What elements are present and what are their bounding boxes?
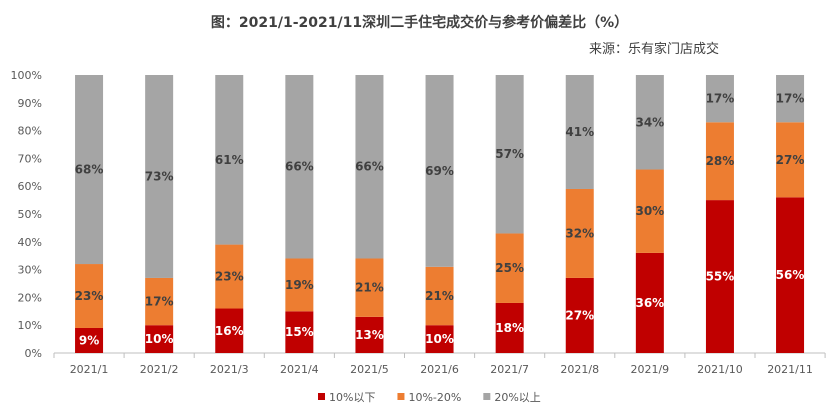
y-tick-label: 100%	[11, 69, 42, 82]
data-label: 61%	[215, 153, 244, 167]
bar-segment-3	[495, 75, 524, 234]
bar-segment-3	[285, 75, 314, 259]
bar-segment-3	[425, 75, 454, 267]
data-label: 66%	[355, 160, 384, 174]
bar-segment-1	[285, 311, 314, 353]
bar-segment-1	[145, 325, 174, 353]
data-label: 27%	[776, 153, 805, 167]
data-label: 13%	[355, 328, 384, 342]
bar-segment-1	[776, 197, 805, 353]
data-label: 17%	[776, 92, 805, 106]
bar-segment-2	[776, 122, 805, 198]
bar-segment-2	[75, 264, 104, 328]
chart-source: 来源：乐有家门店成交	[588, 42, 719, 57]
data-label: 17%	[706, 92, 735, 106]
data-label: 55%	[706, 270, 735, 284]
bar-segment-1	[425, 325, 454, 353]
data-label: 32%	[565, 226, 594, 240]
legend-label: 20%以上	[494, 391, 540, 404]
bar-segment-2	[425, 266, 454, 326]
bar-segment-1	[75, 327, 104, 353]
bar-segment-1	[705, 200, 734, 353]
x-tick-label: 2021/7	[490, 363, 529, 376]
bar-segment-1	[215, 308, 244, 353]
y-tick-label: 90%	[18, 97, 42, 110]
data-label: 17%	[145, 295, 174, 309]
bar-segment-2	[565, 188, 594, 278]
bar-segment-2	[705, 122, 734, 201]
x-tick-label: 2021/1	[70, 363, 109, 376]
data-label: 25%	[495, 261, 524, 275]
legend-swatch	[397, 393, 405, 400]
data-label: 9%	[79, 333, 99, 347]
data-label: 36%	[635, 296, 664, 310]
data-label: 66%	[285, 160, 314, 174]
data-label: 19%	[285, 278, 314, 292]
legend-swatch	[318, 393, 325, 400]
data-label: 10%	[145, 332, 174, 346]
x-tick-label: 2021/3	[210, 363, 249, 376]
legend-swatch	[483, 393, 491, 400]
y-tick-label: 30%	[18, 264, 42, 277]
bar-segment-2	[285, 258, 314, 312]
bar-segment-3	[75, 75, 104, 265]
bar-segment-3	[705, 75, 734, 123]
data-label: 34%	[635, 115, 664, 129]
x-tick-label: 2021/6	[420, 363, 459, 376]
legend-label: 10%以下	[329, 391, 375, 404]
bar-segment-3	[635, 75, 664, 170]
data-label: 21%	[355, 281, 384, 295]
x-tick-label: 2021/8	[560, 363, 599, 376]
bar-segment-1	[355, 316, 384, 353]
y-tick-label: 40%	[18, 236, 42, 249]
x-tick-label: 2021/10	[697, 363, 743, 376]
y-tick-label: 20%	[18, 291, 42, 304]
data-label: 57%	[495, 147, 524, 161]
bar-segment-3	[355, 75, 384, 259]
bar-segment-2	[355, 258, 384, 317]
data-label: 18%	[495, 321, 524, 335]
data-label: 10%	[425, 332, 454, 346]
bar-segment-2	[635, 169, 664, 253]
bar-segment-3	[776, 75, 805, 123]
y-tick-label: 80%	[18, 125, 42, 138]
y-tick-label: 10%	[18, 319, 42, 332]
data-label: 41%	[565, 125, 594, 139]
x-tick-label: 2021/5	[350, 363, 389, 376]
y-tick-label: 60%	[18, 180, 42, 193]
bar-segment-3	[215, 75, 244, 245]
x-tick-label: 2021/9	[630, 363, 669, 376]
legend-label: 10%-20%	[408, 391, 461, 404]
bar-segment-2	[495, 233, 524, 303]
data-label: 27%	[565, 308, 594, 322]
bar-segment-3	[145, 75, 174, 278]
x-tick-label: 2021/4	[280, 363, 319, 376]
bar-segment-3	[565, 75, 594, 189]
data-label: 15%	[285, 325, 314, 339]
data-label: 56%	[776, 268, 805, 282]
bar-segment-2	[145, 277, 174, 326]
data-label: 28%	[706, 154, 735, 168]
data-label: 30%	[635, 204, 664, 218]
data-label: 69%	[425, 164, 454, 178]
data-label: 23%	[215, 270, 244, 284]
bar-segment-1	[635, 252, 664, 353]
bar-segment-2	[215, 244, 244, 309]
y-tick-label: 0%	[25, 347, 42, 360]
y-tick-label: 70%	[18, 152, 42, 165]
chart-title: 图：2021/1-2021/11深圳二手住宅成交价与参考价偏差比（%）	[210, 15, 629, 31]
data-label: 16%	[215, 324, 244, 338]
x-tick-label: 2021/2	[140, 363, 179, 376]
y-tick-label: 50%	[18, 208, 42, 221]
data-label: 68%	[75, 163, 104, 177]
data-label: 23%	[75, 289, 104, 303]
bar-segment-1	[495, 302, 524, 353]
data-label: 73%	[145, 169, 174, 183]
x-tick-label: 2021/11	[767, 363, 813, 376]
bar-segment-1	[565, 277, 594, 353]
data-label: 21%	[425, 289, 454, 303]
